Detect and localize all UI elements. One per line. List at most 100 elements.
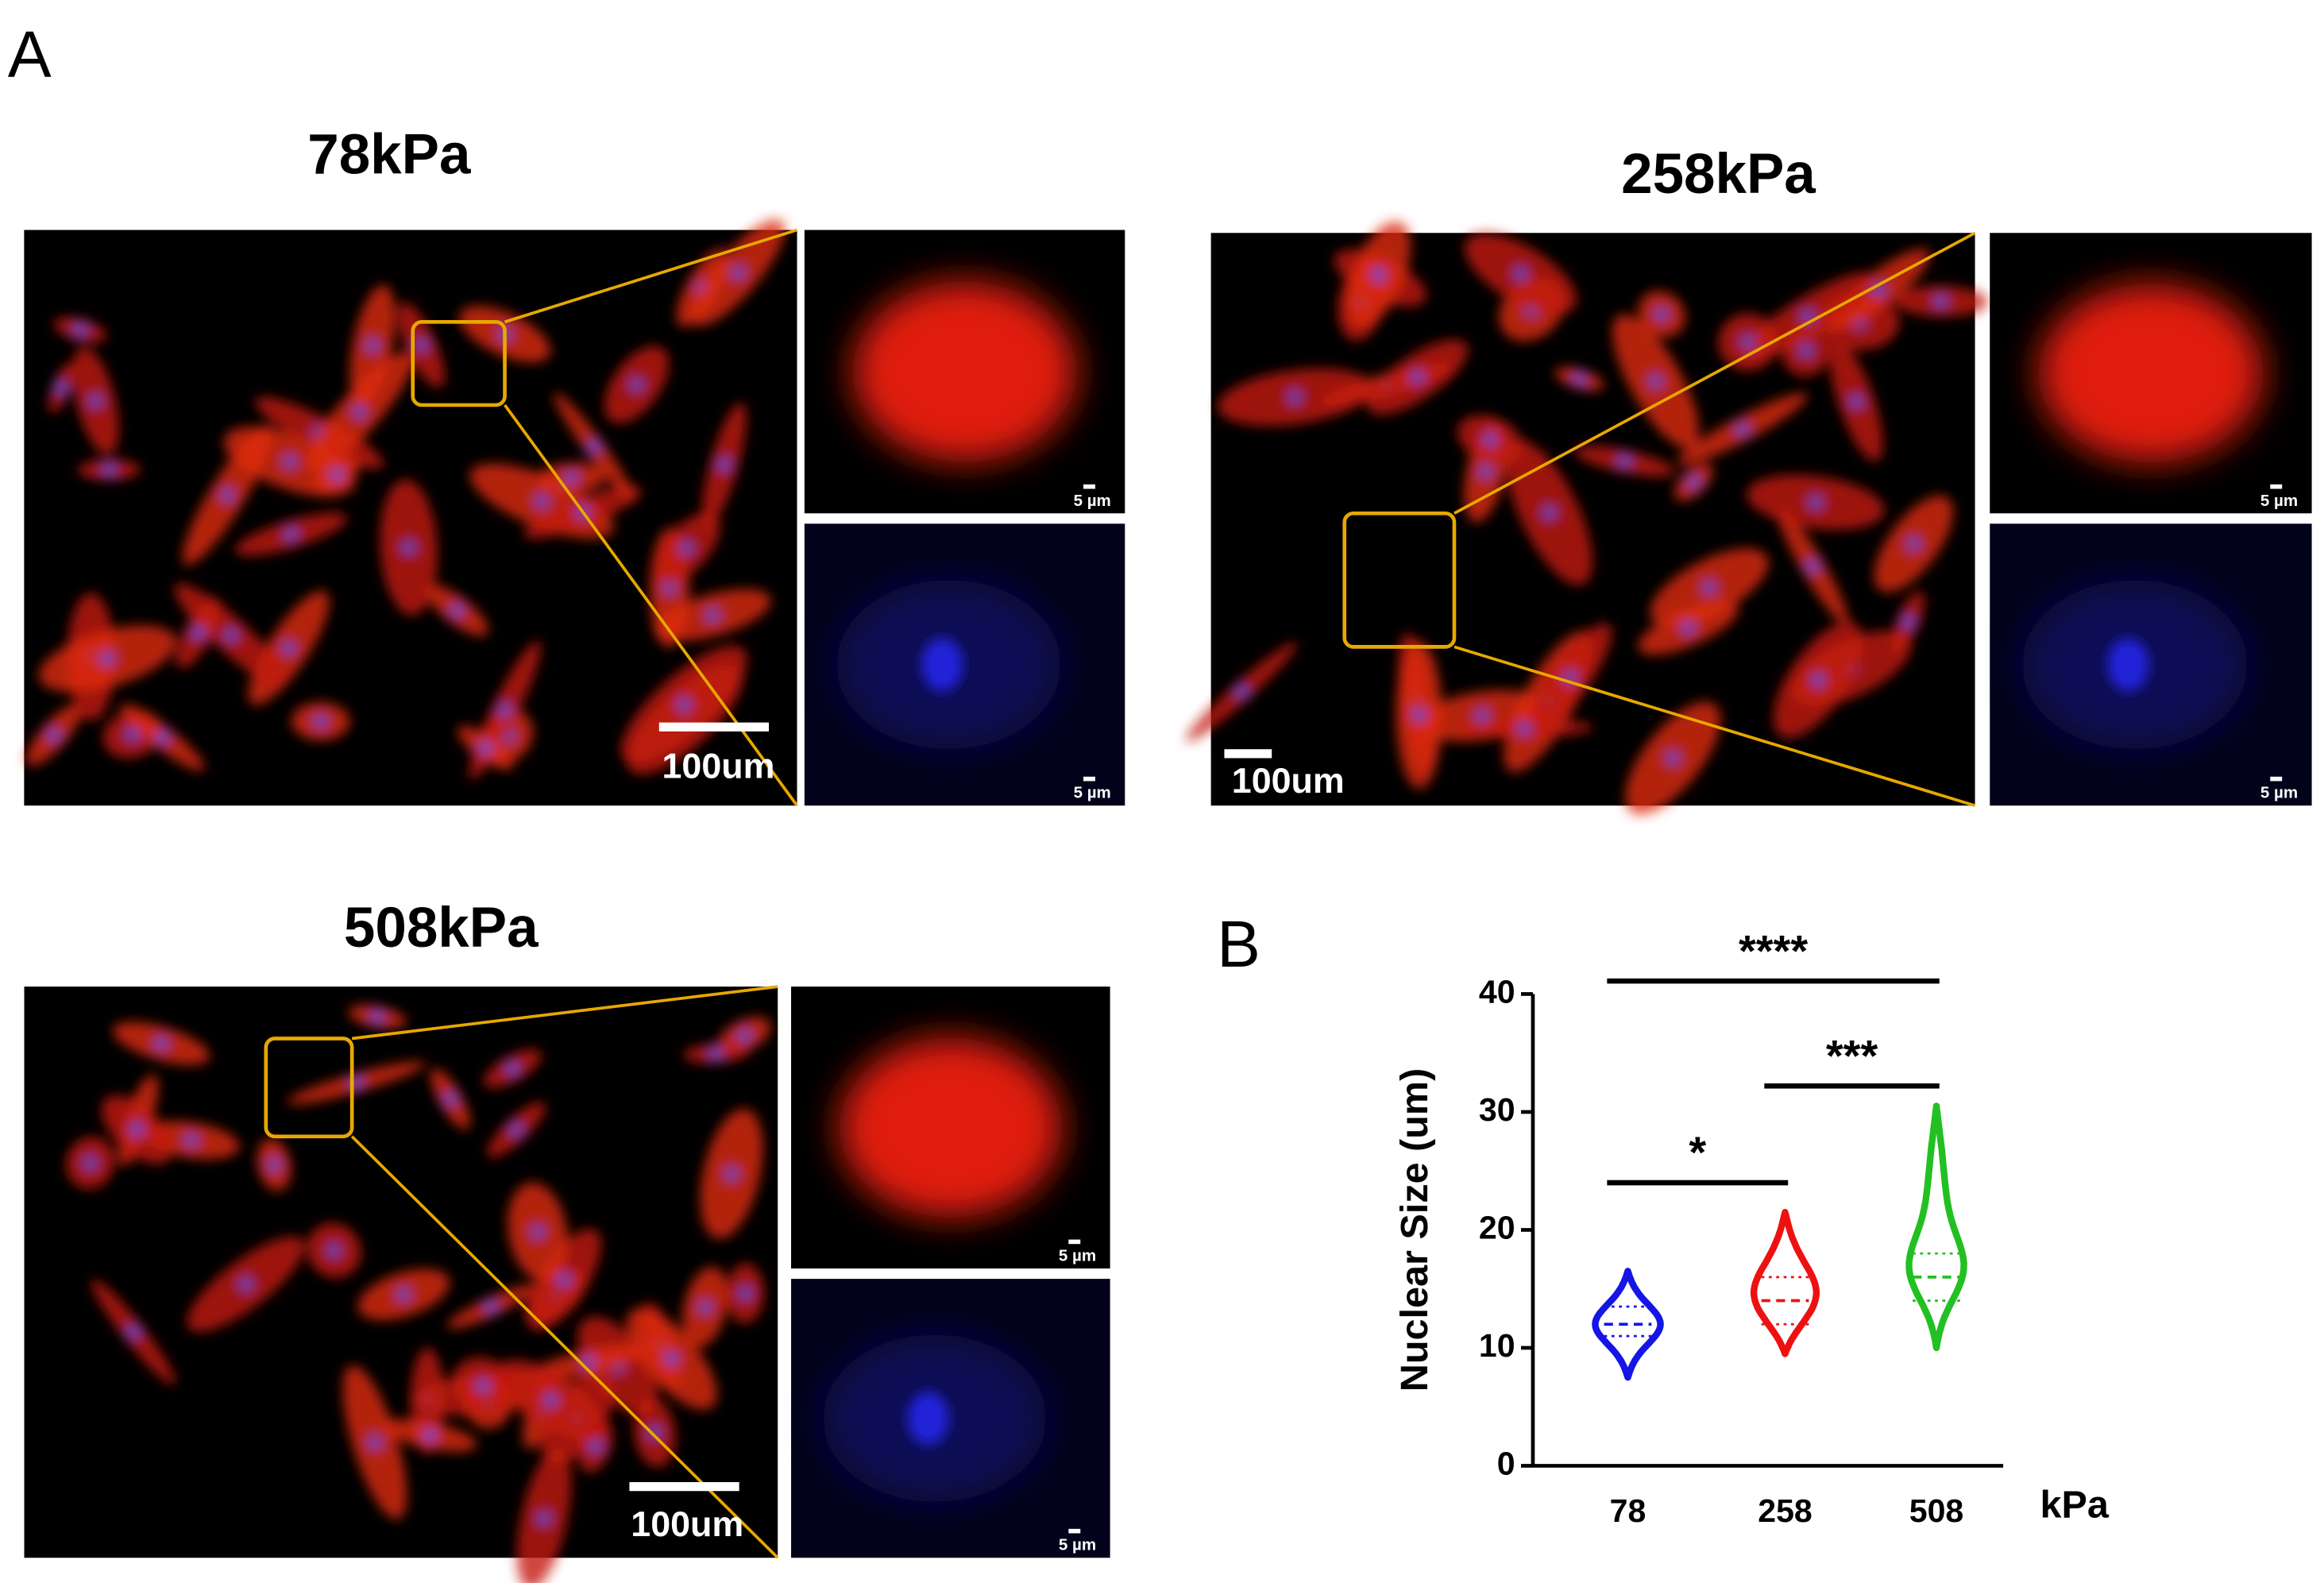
- nucleus: [647, 1425, 662, 1440]
- nucleus: [1901, 614, 1916, 630]
- nucleus: [697, 1299, 713, 1315]
- nucleus: [367, 1434, 383, 1450]
- significance-label: *: [1689, 1127, 1706, 1177]
- nucleus: [1478, 464, 1494, 479]
- nucleus: [1234, 684, 1249, 700]
- y-tick-label: 10: [1479, 1327, 1515, 1364]
- image-title: 258kPa: [1621, 143, 1816, 206]
- nucleus: [716, 457, 732, 473]
- nucleus: [155, 730, 171, 745]
- scale-label: 100um: [631, 1504, 743, 1544]
- cells: [66, 1005, 771, 1583]
- nucleus: [1740, 334, 1755, 349]
- nucleus: [676, 697, 692, 712]
- inset-nucleus-spot: [907, 1392, 949, 1446]
- scale-label: 100um: [662, 746, 775, 786]
- nucleus: [1810, 672, 1826, 688]
- nucleus: [365, 338, 380, 353]
- nucleus: [102, 461, 117, 477]
- x-tick-label: 508: [1909, 1492, 1964, 1529]
- x-tick-label: 78: [1610, 1492, 1646, 1529]
- significance-label: ***: [1826, 1030, 1878, 1080]
- inset-scale-label: 5 µm: [2260, 492, 2298, 510]
- nucleus: [505, 1060, 520, 1076]
- nucleus: [326, 1242, 342, 1258]
- nucleus: [679, 540, 694, 556]
- nucleus: [1287, 389, 1303, 405]
- zoom-box: [411, 319, 507, 407]
- y-tick-label: 40: [1479, 973, 1515, 1010]
- nucleus: [83, 1155, 98, 1171]
- nucleus: [442, 1091, 458, 1106]
- nucleus: [450, 603, 465, 618]
- nucleus: [238, 1276, 253, 1292]
- nucleus: [100, 651, 115, 666]
- nucleus: [191, 625, 207, 641]
- image-title: 508kPa: [344, 897, 539, 959]
- cells: [1186, 221, 1988, 815]
- nucleus: [183, 1133, 199, 1148]
- nucleus: [282, 454, 298, 469]
- y-tick-label: 0: [1497, 1445, 1515, 1481]
- nucleus: [1798, 342, 1814, 358]
- nucleus: [708, 1045, 724, 1061]
- scale-label: 100um: [1232, 761, 1345, 801]
- nucleus: [422, 1427, 438, 1443]
- nucleus: [664, 1351, 679, 1367]
- nucleus: [284, 527, 299, 542]
- zoom-box: [1342, 511, 1457, 649]
- nucleus: [369, 1009, 385, 1025]
- nucleus: [88, 393, 103, 408]
- significance-label: ****: [1739, 925, 1808, 975]
- nucleus: [1411, 707, 1427, 723]
- nucleus: [1516, 721, 1532, 736]
- violin: [1750, 1209, 1820, 1357]
- image-title: 78kPa: [307, 124, 471, 187]
- nucleus: [1474, 708, 1490, 724]
- panel-label: B: [1217, 909, 1260, 981]
- nucleus: [125, 1324, 141, 1340]
- y-tick-label: 30: [1479, 1091, 1515, 1128]
- nucleus: [1701, 580, 1717, 595]
- images: 78kPa 5 µm 5 µm 100um 258kPa 5 µm 5 µm 100um 508…: [24, 124, 2312, 1583]
- inset-scale-label: 5 µm: [1059, 1246, 1096, 1264]
- nucleus: [153, 1036, 169, 1052]
- nucleus: [1513, 266, 1528, 281]
- inset-scale-label: 5 µm: [1074, 784, 1111, 802]
- nucleus: [1572, 371, 1588, 387]
- nucleus: [313, 713, 329, 729]
- nucleus: [629, 376, 644, 392]
- inset-scale-label: 5 µm: [2260, 784, 2298, 802]
- nucleus: [484, 1299, 499, 1315]
- nucleus: [1482, 431, 1498, 447]
- nucleus: [705, 608, 720, 623]
- nucleus: [586, 439, 602, 454]
- nucleus: [477, 740, 493, 755]
- nucleus: [413, 338, 429, 353]
- zoom-line: [504, 228, 798, 324]
- nucleus: [1665, 751, 1681, 766]
- x-tick-label: 258: [1758, 1492, 1812, 1529]
- nucleus: [125, 726, 141, 742]
- nucleus: [563, 470, 579, 486]
- nucleus: [530, 1224, 546, 1240]
- nucleus: [352, 404, 368, 419]
- inset-cell: [2038, 283, 2264, 463]
- nucleus: [737, 1285, 753, 1301]
- nucleus: [724, 1166, 739, 1182]
- nucleus: [662, 580, 678, 596]
- nucleus: [329, 467, 345, 482]
- nucleus: [401, 539, 416, 555]
- zoom-box: [264, 1037, 354, 1139]
- nucleus: [588, 1438, 604, 1454]
- nucleus: [508, 1122, 524, 1137]
- nucleus: [1805, 558, 1820, 574]
- nucleus: [266, 1156, 282, 1172]
- nucleus: [556, 1272, 572, 1288]
- nucleus: [543, 1392, 558, 1408]
- nucleus: [1617, 454, 1632, 469]
- nucleus: [534, 493, 550, 509]
- nucleus: [219, 488, 235, 503]
